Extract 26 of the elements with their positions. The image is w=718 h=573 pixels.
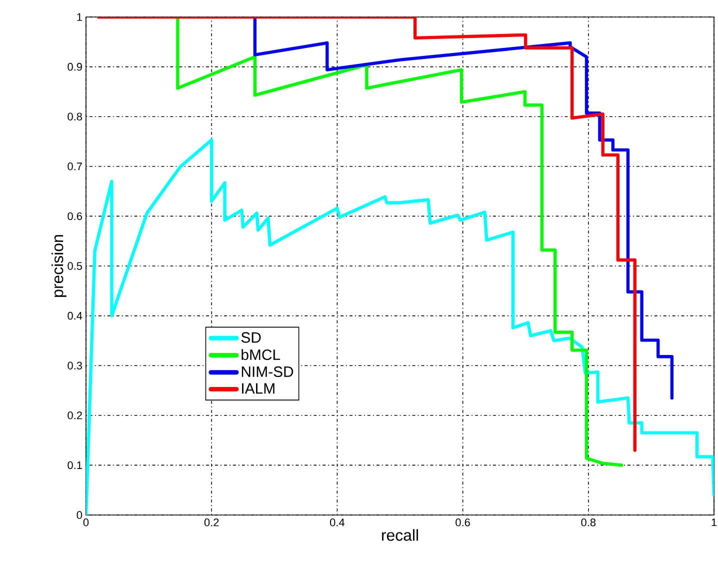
line-series — [176, 16, 624, 467]
x-tick-label: 0.2 — [204, 518, 219, 526]
y-tick-label: 0.4 — [68, 312, 82, 320]
x-tick-label: 0.6 — [456, 518, 470, 526]
y-tick-label: 0.5 — [68, 262, 82, 270]
y-tick-label: 0.1 — [68, 461, 82, 470]
legend-label: SD — [241, 332, 261, 343]
legend-label: NIM-SD — [242, 366, 294, 377]
line-series — [86, 138, 714, 515]
y-tick-label: 0.8 — [68, 112, 82, 120]
y-tick-label: 0.2 — [68, 412, 82, 420]
x-axis-title: recall — [382, 529, 418, 541]
y-tick-label: 0.3 — [68, 362, 82, 370]
y-tick-label: 1 — [77, 13, 82, 21]
y-axis-title: precision — [52, 235, 66, 297]
legend-label: IALM — [242, 383, 274, 394]
x-tick-label: 0 — [83, 518, 89, 526]
y-tick-label: 0.7 — [68, 162, 82, 170]
x-tick-label: 0.8 — [581, 518, 596, 526]
line-series — [96, 16, 636, 452]
x-tick-label: 0.4 — [330, 518, 344, 526]
y-tick-label: 0.9 — [68, 62, 82, 71]
y-tick-label: 0 — [76, 511, 82, 519]
x-tick-label: 1 — [712, 518, 717, 526]
y-tick-label: 0.6 — [68, 212, 82, 220]
legend-label: bMCL — [242, 349, 280, 360]
